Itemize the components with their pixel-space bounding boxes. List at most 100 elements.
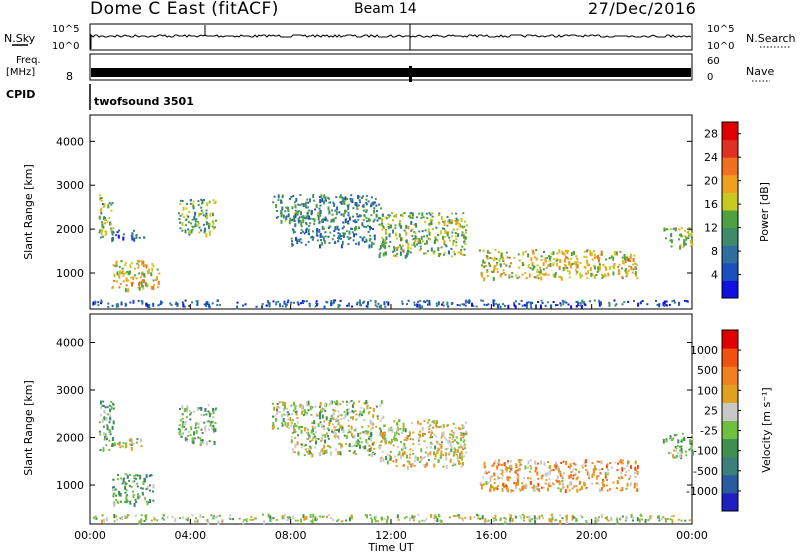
cpid-value: twofsound 3501 xyxy=(94,95,194,108)
echo-cell xyxy=(324,409,327,412)
echo-cell xyxy=(459,251,462,256)
echo-cell xyxy=(242,304,245,307)
echo-cell xyxy=(384,437,387,440)
echo-cell xyxy=(328,201,331,204)
echo-cell xyxy=(316,414,319,417)
echo-cell xyxy=(427,426,430,429)
echo-cell xyxy=(598,256,601,259)
echo-cell xyxy=(324,235,327,238)
echo-cell xyxy=(519,469,522,471)
colorbar-swatch xyxy=(722,262,738,281)
echo-cell xyxy=(392,215,395,218)
echo-cell xyxy=(425,517,428,520)
echo-cell xyxy=(420,448,423,453)
echo-cell xyxy=(562,301,565,306)
echo-cell xyxy=(337,304,340,309)
echo-cell xyxy=(188,210,191,213)
echo-cell xyxy=(142,260,145,265)
echo-cell xyxy=(314,208,317,211)
echo-cell xyxy=(558,481,561,486)
echo-cell xyxy=(488,251,491,254)
echo-cell xyxy=(372,422,375,425)
echo-cell xyxy=(483,303,486,306)
echo-cell xyxy=(380,441,383,443)
echo-cell xyxy=(537,477,540,480)
echo-region xyxy=(478,248,639,282)
echo-cell xyxy=(409,438,412,441)
echo-cell xyxy=(586,469,589,472)
echo-cell xyxy=(418,520,421,523)
echo-cell xyxy=(94,300,97,305)
echo-cell xyxy=(301,216,303,219)
echo-cell xyxy=(322,452,325,455)
echo-cell xyxy=(418,443,421,446)
echo-cell xyxy=(323,239,326,242)
echo-cell xyxy=(111,287,114,289)
echo-cell xyxy=(291,228,294,231)
echo-cell xyxy=(350,194,353,197)
echo-cell xyxy=(363,225,366,228)
echo-cell xyxy=(430,221,433,226)
echo-cell xyxy=(212,220,215,225)
echo-cell xyxy=(285,206,288,209)
echo-cell xyxy=(463,455,465,458)
echo-cell xyxy=(133,237,136,242)
echo-cell xyxy=(625,274,628,276)
echo-cell xyxy=(399,244,401,247)
echo-cell xyxy=(451,441,454,443)
echo-cell xyxy=(332,423,334,426)
echo-cell xyxy=(463,444,466,447)
echo-cell xyxy=(633,484,636,489)
echo-cell xyxy=(214,408,217,411)
echo-cell xyxy=(446,224,449,227)
echo-cell xyxy=(484,472,487,475)
echo-cell xyxy=(133,480,136,483)
echo-cell xyxy=(613,299,616,302)
echo-cell xyxy=(622,262,625,265)
echo-cell xyxy=(214,422,217,425)
echo-cell xyxy=(592,473,595,476)
echo-cell xyxy=(586,471,589,476)
echo-cell xyxy=(307,431,310,436)
echo-cell xyxy=(181,426,184,429)
echo-cell xyxy=(634,274,637,277)
echo-cell xyxy=(124,261,127,264)
echo-cell xyxy=(112,231,115,234)
echo-cell xyxy=(454,515,457,518)
echo-cell xyxy=(354,410,357,412)
echo-cell xyxy=(497,461,500,466)
echo-cell xyxy=(129,439,131,442)
echo-cell xyxy=(115,264,118,267)
echo-cell xyxy=(527,301,530,304)
echo-cell xyxy=(125,473,128,476)
echo-cell xyxy=(571,470,574,473)
echo-cell xyxy=(282,214,285,219)
echo-cell xyxy=(112,407,115,410)
echo-cell xyxy=(437,513,440,516)
echo-cell xyxy=(156,268,159,271)
echo-cell xyxy=(181,417,184,420)
echo-cell xyxy=(602,264,605,266)
echo-cell xyxy=(192,200,195,203)
freq-label: Freq. xyxy=(16,55,41,66)
echo-cell xyxy=(677,518,680,521)
echo-cell xyxy=(232,518,234,521)
echo-cell xyxy=(100,212,103,215)
echo-cell xyxy=(641,518,644,521)
echo-cell xyxy=(502,474,504,477)
echo-cell xyxy=(343,410,346,413)
echo-cell xyxy=(357,194,360,199)
echo-cell xyxy=(421,230,424,233)
beam-title: Beam 14 xyxy=(354,1,417,17)
echo-cell xyxy=(335,448,338,451)
echo-cell xyxy=(311,235,314,238)
echo-cell xyxy=(502,482,505,487)
echo-cell xyxy=(669,239,672,242)
echo-cell xyxy=(293,219,296,222)
echo-cell xyxy=(442,235,444,240)
echo-cell xyxy=(563,252,566,255)
echo-cell xyxy=(583,250,586,253)
echo-cell xyxy=(383,424,386,427)
echo-cell xyxy=(302,230,305,233)
echo-cell xyxy=(417,437,420,440)
